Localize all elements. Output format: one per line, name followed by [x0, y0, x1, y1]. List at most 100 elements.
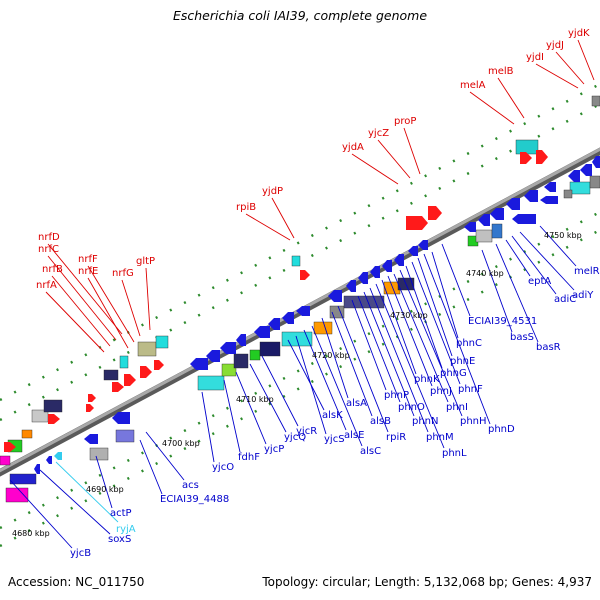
reverse-gene-label: phnI	[446, 402, 468, 413]
forward-gene	[515, 139, 539, 155]
reverse-gene-label: adiY	[572, 290, 594, 301]
scale-label: 4730 kbp	[390, 311, 428, 320]
leader-line	[535, 63, 579, 89]
reverse-gene-arrow	[236, 334, 246, 346]
reverse-gene-label: alsB	[370, 416, 391, 427]
scale-label: 4720 kbp	[312, 351, 350, 360]
leader-line	[441, 243, 471, 317]
forward-gene-label: yjdJ	[546, 40, 564, 51]
leader-line	[481, 249, 513, 333]
leader-line	[331, 311, 373, 417]
forward-gene-label: melA	[460, 80, 486, 91]
leader-line	[403, 127, 421, 175]
leader-line	[351, 153, 399, 185]
reverse-gene-label: adiC	[554, 294, 576, 305]
leader-line	[469, 91, 515, 125]
forward-gene-label: nrfD	[38, 232, 60, 243]
reverse-gene-arrow	[464, 222, 476, 232]
reverse-gene	[589, 175, 600, 189]
forward-gene	[291, 255, 301, 267]
leader-line	[261, 355, 299, 427]
reverse-gene	[115, 429, 135, 443]
leader-line	[375, 283, 445, 449]
leader-line	[121, 279, 141, 337]
reverse-gene-arrow	[206, 350, 220, 362]
forward-gene-arrow	[88, 394, 96, 402]
forward-gene-arrow	[86, 404, 94, 412]
reverse-gene-arrow	[46, 456, 52, 464]
reverse-gene-arrow	[296, 306, 310, 316]
reverse-gene-arrow	[478, 214, 490, 226]
reverse-gene	[343, 295, 385, 309]
forward-gene-arrow	[48, 414, 60, 424]
reverse-gene-label: rpiR	[386, 432, 406, 443]
reverse-strand-genes[interactable]	[5, 156, 600, 503]
leader-line	[87, 265, 135, 343]
rna-gene-arrow	[54, 452, 62, 460]
reverse-gene-arrow	[418, 240, 428, 250]
leader-line	[139, 439, 163, 495]
reverse-gene-label: fdhF	[238, 452, 260, 463]
reverse-gene-arrow	[358, 272, 368, 284]
leader-line	[337, 305, 389, 433]
reverse-gene-label: phnO	[398, 402, 425, 413]
scale-label: 4700 kbp	[162, 439, 200, 448]
scale-label: 4690 kbp	[86, 485, 124, 494]
leader-line	[311, 325, 363, 447]
forward-gene-arrow	[520, 152, 532, 164]
reverse-gene-label: actP	[110, 508, 132, 519]
reverse-gene-arrow	[370, 266, 380, 278]
scale-label: 4750 kbp	[544, 231, 582, 240]
forward-strand-genes[interactable]	[0, 95, 600, 466]
reverse-gene-arrow	[540, 196, 558, 204]
forward-gene-label: yjdP	[262, 186, 283, 197]
reverse-gene-arrow	[512, 214, 536, 224]
leader-line	[369, 287, 429, 433]
reverse-gene-label: yjcQ	[284, 432, 306, 443]
accession-label: Accession: NC_011750	[8, 575, 145, 589]
leader-line	[223, 379, 241, 453]
reverse-gene-label: phnF	[458, 384, 483, 395]
reverse-gene-label: soxS	[108, 534, 131, 545]
leader-line	[519, 231, 575, 291]
reverse-gene-arrow	[490, 208, 504, 220]
forward-gene-label: yjcZ	[368, 128, 389, 139]
genome-summary: Topology: circular; Length: 5,132,068 bp…	[262, 575, 592, 589]
forward-gene-label: melB	[488, 66, 514, 77]
reverse-gene	[9, 473, 37, 485]
reverse-gene-label: basS	[510, 332, 534, 343]
reverse-gene-arrow	[328, 290, 342, 302]
reverse-gene-label: yjcB	[70, 548, 91, 559]
leader-line	[357, 295, 401, 403]
reverse-gene-label: phnH	[460, 416, 487, 427]
forward-gene-label: yjdA	[342, 142, 364, 153]
reverse-gene	[475, 229, 493, 243]
reverse-gene-label: alsC	[360, 446, 381, 457]
reverse-gene-label: yjcS	[324, 434, 345, 445]
forward-gene-arrow	[124, 374, 136, 386]
forward-gene	[103, 369, 119, 381]
reverse-gene-label: alsE	[344, 430, 364, 441]
reverse-gene	[563, 189, 573, 199]
reverse-gene	[221, 363, 237, 377]
leader-line	[495, 243, 539, 343]
reverse-gene-label: alsK	[322, 410, 343, 421]
leader-line	[47, 243, 123, 335]
forward-gene-label: nrfB	[42, 264, 63, 275]
forward-gene	[591, 95, 600, 107]
reverse-gene-arrow	[408, 246, 418, 256]
reverse-gene-label: phnG	[440, 368, 467, 379]
reverse-gene-label: phnK	[414, 374, 440, 385]
reverse-gene-label: phnJ	[430, 386, 452, 397]
reverse-gene-label: eptA	[528, 276, 551, 287]
forward-gene-label: proP	[394, 116, 416, 127]
reverse-gene-labels: yjcBsoxSactPECIAI39_4488acsyjcOfdhFyjcPy…	[70, 266, 600, 559]
leader-line	[377, 139, 411, 179]
leader-line	[271, 197, 295, 239]
reverse-gene-label: phnE	[450, 356, 475, 367]
leader-line	[47, 255, 117, 341]
forward-gene-label: rpiB	[236, 202, 256, 213]
leader-line	[295, 335, 327, 435]
scale-label: 4710 kbp	[236, 395, 274, 404]
